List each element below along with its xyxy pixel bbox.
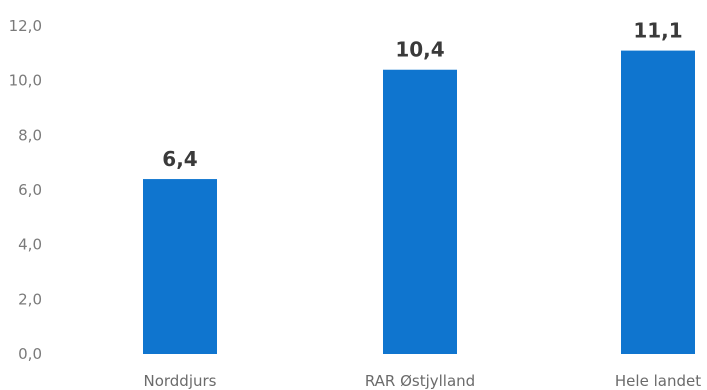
y-tick-label: 4,0 xyxy=(18,236,42,254)
data-labels: 6,4 10,4 11,1 xyxy=(162,19,682,171)
y-tick-label: 0,0 xyxy=(18,345,42,363)
y-tick-label: 6,0 xyxy=(18,181,42,199)
x-axis: Norddjurs RAR Østjylland Hele landet xyxy=(143,372,701,390)
x-tick-label: Hele landet xyxy=(615,372,701,390)
y-tick-label: 10,0 xyxy=(9,72,42,90)
bars xyxy=(143,50,695,354)
bar xyxy=(143,179,217,354)
data-label: 11,1 xyxy=(633,19,682,43)
bar xyxy=(621,50,695,354)
data-label: 6,4 xyxy=(162,147,197,171)
x-tick-label: RAR Østjylland xyxy=(365,372,475,390)
y-tick-label: 8,0 xyxy=(18,126,42,144)
y-tick-label: 2,0 xyxy=(18,290,42,308)
bar xyxy=(383,69,457,354)
x-tick-label: Norddjurs xyxy=(143,372,216,390)
y-tick-label: 12,0 xyxy=(9,17,42,35)
y-axis: 0,0 2,0 4,0 6,0 8,0 10,0 12,0 xyxy=(9,17,42,363)
data-label: 10,4 xyxy=(395,38,444,62)
